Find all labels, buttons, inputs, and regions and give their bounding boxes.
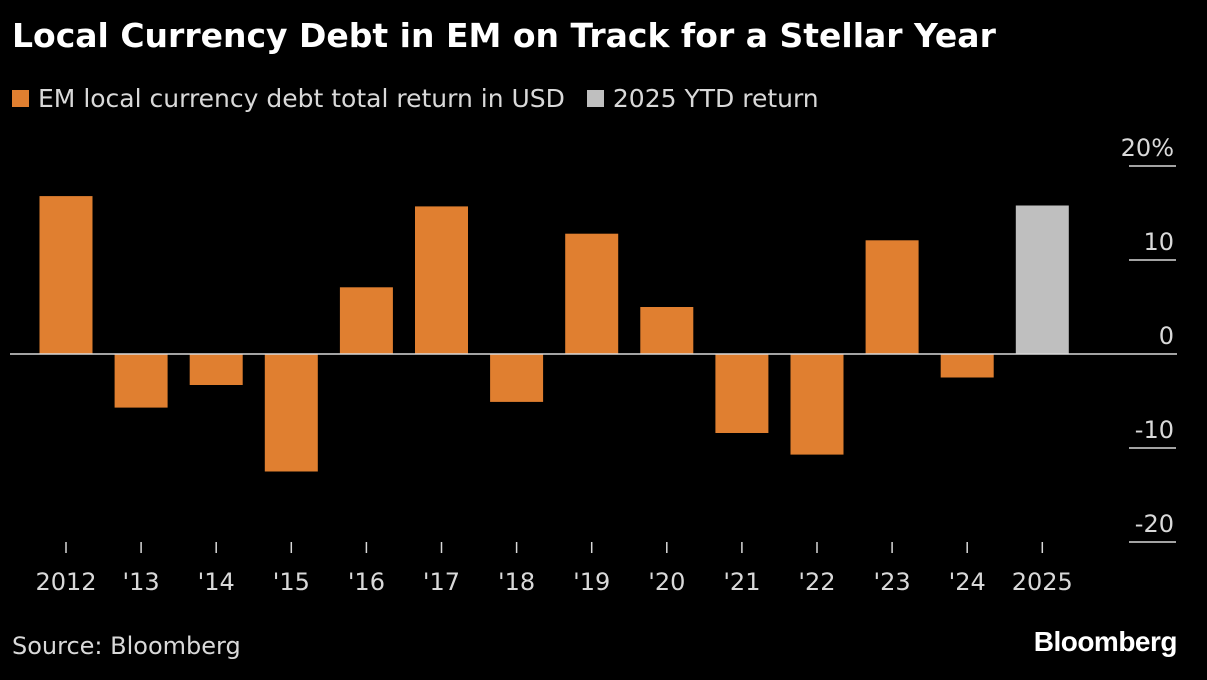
chart-title: Local Currency Debt in EM on Track for a…: [12, 16, 996, 55]
bar-18: [490, 354, 544, 402]
legend-swatch-2025-ytd: [586, 90, 604, 107]
y-tick-label: 0: [1159, 322, 1174, 350]
bar-21: [715, 354, 769, 433]
bar-13: [114, 354, 168, 408]
x-tick-label-2025: 2025: [1012, 568, 1073, 596]
x-tick-label-23: '23: [874, 568, 911, 596]
bloomberg-logo: Bloomberg: [1033, 626, 1178, 657]
bar-24: [940, 354, 994, 378]
y-tick-label: 20%: [1121, 134, 1174, 162]
x-tick-label-16: '16: [348, 568, 385, 596]
x-tick-label-17: '17: [423, 568, 460, 596]
bar-16: [339, 287, 393, 354]
bar-20: [640, 307, 694, 354]
legend-swatch-em-debt: [12, 90, 29, 107]
bar-2025: [1015, 205, 1069, 354]
x-tick-label-22: '22: [798, 568, 835, 596]
legend-item-em-debt: EM local currency debt total return in U…: [12, 84, 565, 113]
bar-17: [415, 206, 468, 354]
x-tick-label-15: '15: [273, 568, 310, 596]
x-tick-label-18: '18: [498, 568, 535, 596]
bar-23: [865, 240, 919, 354]
legend-label-2025-ytd: 2025 YTD return: [612, 84, 819, 113]
y-tick-label: -20: [1135, 510, 1174, 538]
x-tick-label-20: '20: [648, 568, 685, 596]
legend: EM local currency debt total return in U…: [12, 84, 841, 113]
legend-label-em-debt: EM local currency debt total return in U…: [38, 84, 565, 113]
source-note: Source: Bloomberg: [12, 632, 241, 660]
bar-2012: [39, 196, 93, 354]
x-tick-label-19: '19: [573, 568, 610, 596]
legend-item-2025-ytd: 2025 YTD return: [586, 84, 819, 113]
x-tick-label-24: '24: [949, 568, 986, 596]
x-tick-label-21: '21: [723, 568, 760, 596]
bar-15: [264, 354, 318, 472]
bar-14: [189, 354, 243, 385]
bar-19: [565, 233, 619, 354]
y-tick-label: -10: [1135, 416, 1174, 444]
x-tick-label-14: '14: [198, 568, 235, 596]
bar-22: [790, 354, 844, 455]
x-tick-label-13: '13: [123, 568, 160, 596]
y-tick-label: 10: [1143, 228, 1174, 256]
x-tick-label-2012: 2012: [35, 568, 96, 596]
